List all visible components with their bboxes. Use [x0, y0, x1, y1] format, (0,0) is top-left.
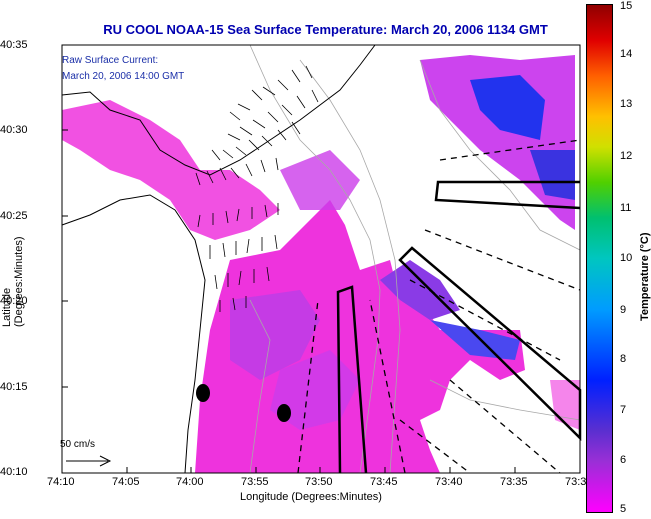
- station-marker: [277, 404, 291, 422]
- x-tick-label: 74:00: [176, 476, 204, 488]
- x-tick-label: 73:40: [435, 476, 463, 488]
- radar-coverage-lines: [297, 139, 581, 474]
- x-tick-label: 73:45: [370, 476, 398, 488]
- colorbar-tick: 11: [620, 202, 632, 214]
- x-tick-label: 73:3: [565, 476, 587, 488]
- colorbar-tick: 15: [620, 0, 633, 12]
- colorbar-title: Temperature (°C): [639, 232, 651, 321]
- y-tick-label: 40:25: [0, 210, 28, 222]
- sst-field: [62, 55, 580, 473]
- colorbar-tick: 7: [620, 404, 627, 416]
- colorbar-tick: 8: [620, 353, 627, 365]
- chart-title: RU COOL NOAA-15 Sea Surface Temperature:…: [103, 22, 548, 37]
- coastline: [61, 194, 206, 474]
- temperature-colorbar: [586, 4, 613, 513]
- x-tick-label: 73:55: [241, 476, 269, 488]
- colorbar-tick: 14: [620, 48, 633, 60]
- y-tick-label: 40:10: [0, 466, 28, 478]
- legend-line-2: March 20, 2006 14:00 GMT: [62, 71, 185, 82]
- colorbar-tick: 5: [620, 503, 627, 515]
- x-tick-label: 74:05: [112, 476, 140, 488]
- scale-arrow-label: 50 cm/s: [60, 439, 96, 450]
- y-tick-label: 40:20: [0, 295, 28, 307]
- y-tick-label: 40:35: [0, 39, 28, 51]
- scale-arrow: [66, 455, 112, 467]
- x-axis-title: Longitude (Degrees:Minutes): [240, 491, 382, 503]
- y-tick-label: 40:15: [0, 381, 28, 393]
- x-tick-label: 73:35: [500, 476, 528, 488]
- x-tick-label: 73:50: [305, 476, 333, 488]
- coastline-north: [61, 44, 376, 176]
- colorbar-tick: 10: [620, 252, 633, 264]
- colorbar-tick: 9: [620, 304, 627, 316]
- x-tick-label: 74:10: [47, 476, 75, 488]
- y-axis-title: Latitude (Degrees:Minutes): [1, 236, 25, 327]
- bathymetry-contours: [249, 44, 581, 474]
- colorbar-tick: 6: [620, 454, 627, 466]
- surface-current-vectors: [195, 65, 319, 312]
- colorbar-tick: 13: [620, 98, 633, 110]
- y-tick-label: 40:30: [0, 124, 28, 136]
- legend-line-1: Raw Surface Current:: [62, 55, 159, 66]
- station-marker: [196, 384, 210, 402]
- colorbar-tick: 12: [620, 150, 633, 162]
